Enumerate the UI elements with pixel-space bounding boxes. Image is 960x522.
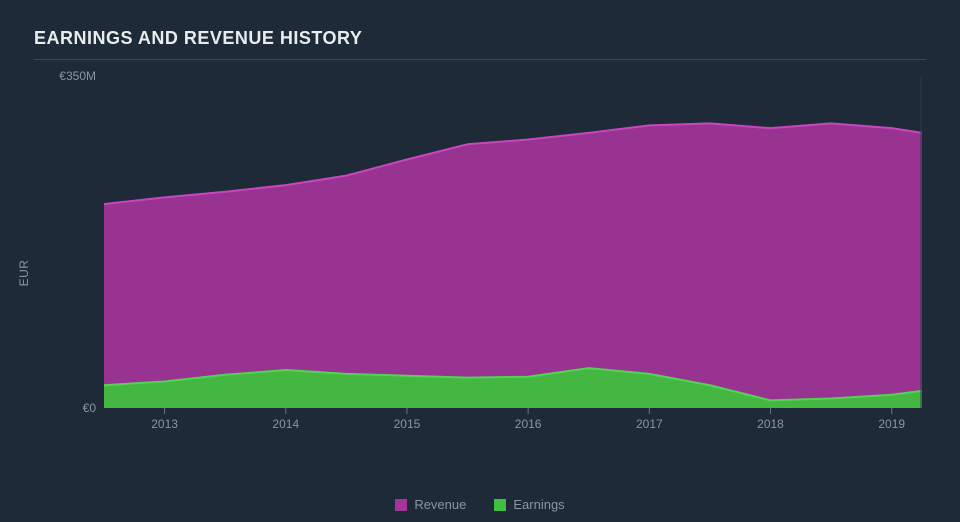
svg-text:2018: 2018 <box>757 417 784 431</box>
legend-swatch-revenue <box>395 499 407 511</box>
svg-text:2014: 2014 <box>272 417 299 431</box>
svg-text:2013: 2013 <box>151 417 178 431</box>
legend: Revenue Earnings <box>0 497 960 512</box>
chart-wrap: EUR €0€350M2013201420152016201720182019 <box>34 68 926 478</box>
svg-text:2015: 2015 <box>394 417 421 431</box>
svg-text:€0: €0 <box>83 401 97 415</box>
legend-item-earnings: Earnings <box>494 497 564 512</box>
legend-swatch-earnings <box>494 499 506 511</box>
area-chart-svg: €0 €350M 2013 2014 2015 2016 2017 2018 2019 <box>34 68 926 478</box>
legend-label-earnings: Earnings <box>513 497 564 512</box>
chart-container: EARNINGS AND REVENUE HISTORY EUR €0 €350M… <box>0 0 960 522</box>
svg-text:2019: 2019 <box>878 417 905 431</box>
legend-label-revenue: Revenue <box>414 497 466 512</box>
chart-title: EARNINGS AND REVENUE HISTORY <box>34 28 926 60</box>
svg-text:2016: 2016 <box>515 417 542 431</box>
y-axis-label: EUR <box>17 260 31 287</box>
svg-text:2017: 2017 <box>636 417 663 431</box>
legend-item-revenue: Revenue <box>395 497 466 512</box>
svg-text:€350M: €350M <box>59 69 96 83</box>
